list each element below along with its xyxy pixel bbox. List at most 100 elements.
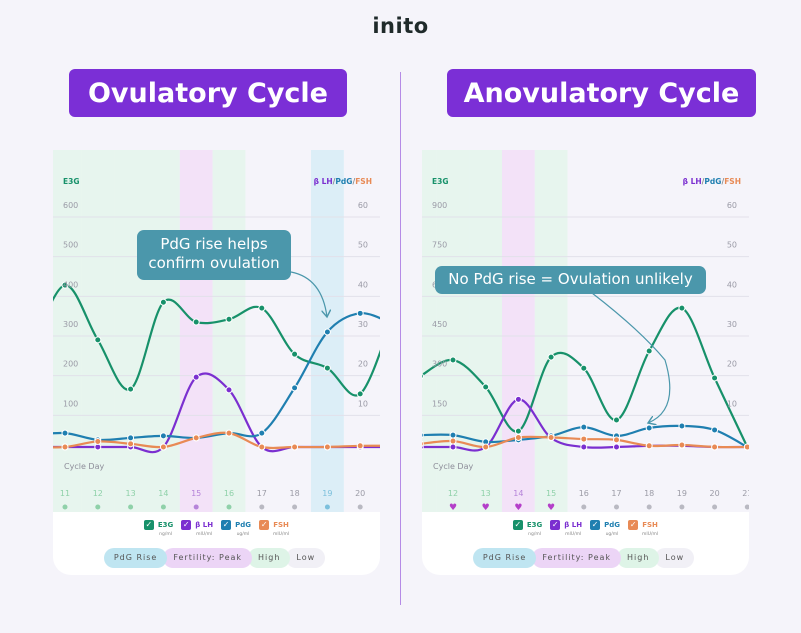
left-tick-label: 900 <box>432 201 447 210</box>
fertility-band-high <box>53 150 82 512</box>
day-label: 17 <box>257 489 267 498</box>
data-point <box>613 436 620 444</box>
legend-item-lh[interactable]: ✓ β LH mIU/ml <box>550 520 582 537</box>
legend-label: FSH <box>273 521 289 529</box>
data-point <box>547 433 555 441</box>
legend-label: β LH <box>195 521 214 529</box>
checkbox-icon[interactable]: ✓ <box>628 520 639 530</box>
data-point <box>192 318 200 326</box>
data-point <box>547 353 555 361</box>
day-dot <box>679 504 685 510</box>
day-dot <box>646 504 652 510</box>
day-label: 20 <box>710 489 720 498</box>
legend-label: PdG <box>235 521 251 529</box>
data-point <box>482 443 490 451</box>
checkbox-icon[interactable]: ✓ <box>181 520 192 530</box>
checkbox-icon[interactable]: ✓ <box>550 520 561 530</box>
legend-item-e3g[interactable]: ✓ E3G ng/ml <box>512 520 543 537</box>
day-dot <box>292 504 298 510</box>
checkbox-icon[interactable]: ✓ <box>143 520 154 530</box>
data-point <box>159 432 167 440</box>
data-point <box>580 364 588 372</box>
legend-item-fsh[interactable]: ✓ FSH mIU/ml <box>628 520 658 537</box>
data-point <box>449 443 457 451</box>
data-point <box>678 422 686 430</box>
fertility-band-peak <box>502 150 535 512</box>
day-dot <box>62 504 68 510</box>
legend-item-pdg[interactable]: ✓ PdG ug/ml <box>590 520 620 537</box>
chart-1: 12 ♥ 13 ♥ 14 ♥ 15 ♥ 16 17 18 19 20 21 <box>422 150 749 513</box>
right-axis-label-part: / <box>333 177 336 186</box>
data-point <box>258 429 266 437</box>
pill-low: Low <box>655 548 695 568</box>
legend-item-pdg[interactable]: ✓ PdG ug/ml <box>221 520 251 537</box>
annotation-arrow <box>290 271 327 317</box>
data-point <box>390 443 396 449</box>
heart-icon: ♥ <box>482 503 490 513</box>
day-label: 19 <box>677 489 687 498</box>
legend-row: ✓ E3G <box>143 520 173 530</box>
legend-row: ✓ E3G <box>512 520 543 530</box>
right-tick-label: 20 <box>727 360 737 369</box>
checkbox-icon[interactable]: ✓ <box>590 520 601 530</box>
data-point <box>29 345 35 351</box>
pill-high: High <box>617 548 660 568</box>
fertility-band-high <box>469 150 503 512</box>
data-point <box>356 309 364 317</box>
data-point <box>711 374 719 382</box>
legend-item-fsh[interactable]: ✓ FSH mIU/ml <box>259 520 289 537</box>
right-axis-label-part: FSH <box>724 177 741 186</box>
day-label: 18 <box>644 489 654 498</box>
day-dot <box>712 504 718 510</box>
fertility-band-high <box>534 150 568 512</box>
right-axis-label: β LH/PdG/FSH <box>683 177 741 186</box>
legend-row: ✓ PdG <box>221 520 251 530</box>
day-dot <box>226 504 232 510</box>
right-tick-label: 30 <box>358 320 368 329</box>
left-axis-label: E3G <box>432 177 449 186</box>
right-axis-label-part: / <box>702 177 705 186</box>
data-point <box>29 444 35 450</box>
legend-unit: ng/ml <box>159 532 172 537</box>
series-legend: ✓ E3G ng/ml ✓ β LH mIU/ml ✓ PdG ug/ml ✓ FSH mIU/ml <box>422 520 749 537</box>
legend-row: ✓ FSH <box>259 520 289 530</box>
day-dot <box>193 504 199 510</box>
right-tick-label: 60 <box>727 201 737 210</box>
checkbox-icon[interactable]: ✓ <box>221 520 232 530</box>
data-point <box>356 442 364 450</box>
data-point <box>678 441 686 449</box>
data-point <box>225 386 233 394</box>
legend-unit: mIU/ml <box>196 532 213 537</box>
checkbox-icon[interactable]: ✓ <box>512 520 523 530</box>
data-point <box>29 444 35 450</box>
pill-fertility-peak: Fertility: Peak <box>532 548 622 568</box>
legend-unit: ug/ml <box>236 532 250 537</box>
legend-label: E3G <box>526 521 543 529</box>
data-point <box>127 385 135 393</box>
data-point <box>94 336 102 344</box>
fertility-band-peak <box>179 150 213 512</box>
right-tick-label: 50 <box>358 241 368 250</box>
day-label: 19 <box>322 489 332 498</box>
day-dot <box>357 504 363 510</box>
left-tick-label: 300 <box>432 360 447 369</box>
legend-unit: mIU/ml <box>641 532 659 537</box>
data-point <box>291 350 299 358</box>
day-dot <box>259 504 265 510</box>
data-point <box>711 443 719 451</box>
left-tick-label: 100 <box>63 399 78 408</box>
fertility-pills: PdG Rise Fertility: Peak High Low <box>53 548 380 568</box>
data-point <box>580 423 588 431</box>
data-point <box>291 384 299 392</box>
legend-unit: ug/ml <box>605 532 619 537</box>
legend-item-lh[interactable]: ✓ β LH mIU/ml <box>181 520 213 537</box>
right-tick-label: 40 <box>358 280 368 289</box>
data-point <box>580 435 588 443</box>
right-axis-label-part: / <box>721 177 724 186</box>
inito-logo: inito <box>372 14 429 38</box>
legend-item-e3g[interactable]: ✓ E3G ng/ml <box>143 520 173 537</box>
checkbox-icon[interactable]: ✓ <box>259 520 270 530</box>
day-dot <box>160 504 166 510</box>
fertility-pills: PdG Rise Fertility: Peak High Low <box>422 548 749 568</box>
data-point <box>645 424 653 432</box>
